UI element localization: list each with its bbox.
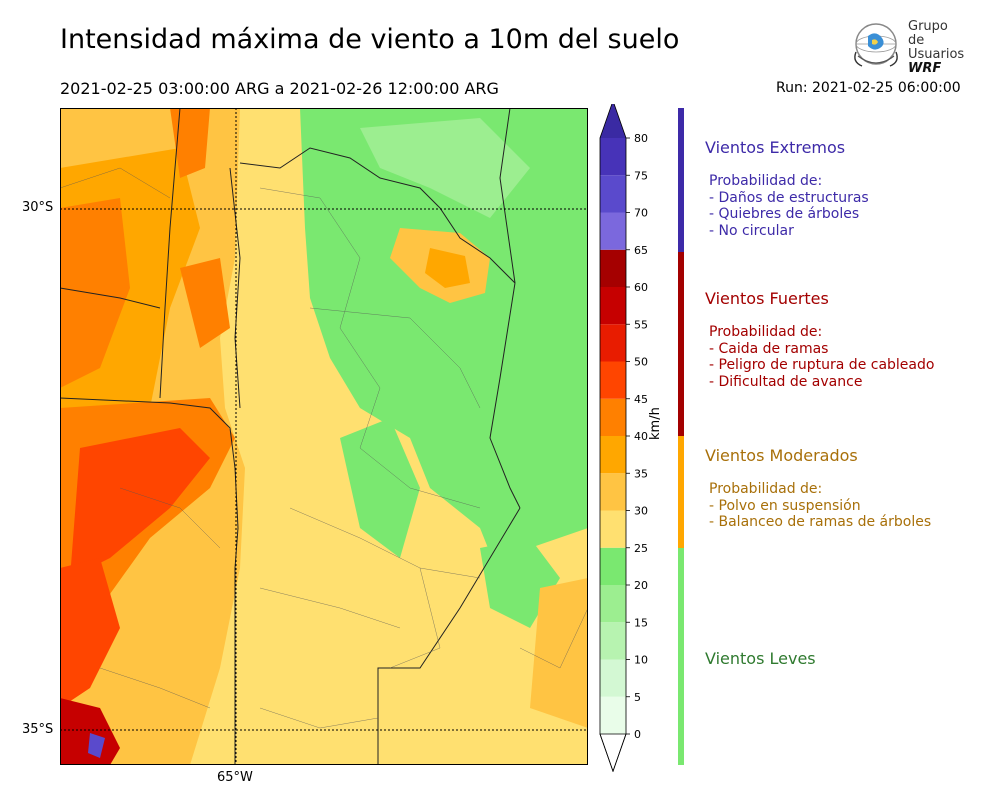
colorbar-segment	[600, 585, 626, 623]
colorbar-tick-label: 75	[634, 169, 648, 182]
colorbar-tick-label: 5	[634, 691, 641, 704]
colorbar-tick-label: 25	[634, 542, 648, 555]
department-boundaries	[60, 167, 588, 729]
colorbar-segment	[600, 175, 626, 213]
desc-line: - No circular	[709, 222, 794, 239]
logo-line-2: Usuarios	[908, 47, 965, 62]
category-description: Probabilidad de: - Caida de ramas - Peli…	[705, 324, 934, 390]
wind-field-south-darkred	[60, 698, 120, 765]
wind-field-extreme-patch	[88, 733, 105, 758]
logo-text: Grupo de Usuarios WRF	[908, 20, 968, 76]
colorbar-segment	[600, 547, 626, 585]
logo-line-3: WRF	[908, 61, 942, 76]
graticule	[60, 108, 588, 765]
category-bar-moderados	[678, 436, 684, 548]
grupo-usuarios-wrf-logo: Grupo de Usuarios WRF	[848, 18, 968, 76]
colorbar-tick-label: 55	[634, 318, 648, 331]
wind-field-low-patch	[340, 418, 420, 558]
category-title: Vientos Fuertes	[705, 289, 829, 308]
category-bar-fuertes	[678, 252, 684, 436]
colorbar-unit-label: km/h	[648, 407, 663, 440]
lat-label-30s: 30°S	[22, 200, 54, 215]
category-fuertes: Vientos Fuertes Probabilidad de: - Caida…	[705, 289, 934, 390]
desc-line: - Peligro de ruptura de cableado	[709, 357, 935, 373]
colorbar: 0 5 10 15 20 25 30 35 40 45 50 55 60 65 70 75 80	[599, 104, 648, 772]
desc-line: - Balanceo de ramas de árboles	[709, 514, 932, 530]
desc-line: Probabilidad de:	[709, 173, 823, 189]
wind-field-center-strong	[180, 258, 230, 348]
colorbar-tick-label: 60	[634, 281, 648, 294]
category-leves: Vientos Leves	[705, 649, 816, 668]
desc-line: Probabilidad de:	[709, 324, 823, 340]
category-description: Probabilidad de: - Daños de estructuras …	[705, 173, 869, 239]
colorbar-tick-label: 80	[634, 132, 648, 145]
colorbar-tick-label: 40	[634, 430, 648, 443]
desc-line: - Quiebres de árboles	[709, 206, 860, 222]
wind-field-low-zone	[300, 108, 588, 578]
desc-line: - Daños de estructuras	[709, 189, 869, 206]
run-timestamp: Run: 2021-02-25 06:00:00	[776, 80, 961, 96]
colorbar-tick-label: 35	[634, 467, 648, 480]
category-moderados: Vientos Moderados Probabilidad de: - Pol…	[705, 446, 931, 531]
colorbar-segment	[600, 398, 626, 436]
colorbar-tick-label: 0	[634, 728, 641, 741]
colorbar-segment	[600, 361, 626, 399]
desc-line: - Caida de ramas	[709, 340, 829, 357]
colorbar-tick-label: 45	[634, 393, 648, 406]
wind-field-lighter-zone	[360, 118, 530, 218]
lon-label-65w: 65°W	[217, 770, 253, 785]
colorbar-segment	[600, 249, 626, 287]
colorbar-tick-label: 10	[634, 654, 648, 667]
wind-field-orange-blob	[425, 248, 470, 288]
category-bar-extremos	[678, 108, 684, 252]
wind-speed-map	[60, 108, 588, 765]
colorbar-min-extend	[599, 733, 627, 772]
colorbar-segment	[600, 324, 626, 362]
category-title: Vientos Leves	[705, 649, 816, 668]
colorbar-tick-label: 70	[634, 207, 648, 220]
desc-line: - Polvo en suspensión	[709, 497, 861, 514]
lat-label-35s: 35°S	[22, 722, 54, 737]
category-title: Vientos Extremos	[705, 138, 846, 157]
wind-field-southwest-red	[70, 428, 210, 578]
colorbar-segment	[600, 473, 626, 511]
wind-field-south-red	[60, 558, 120, 708]
category-extremos: Vientos Extremos Probabilidad de: - Daño…	[705, 138, 869, 239]
globe-icon	[854, 23, 898, 67]
colorbar-tick-label: 65	[634, 244, 648, 257]
colorbar-segment	[600, 659, 626, 697]
colorbar-tick-label: 20	[634, 579, 648, 592]
colorbar-tick-label: 15	[634, 616, 648, 629]
colorbar-segment	[600, 696, 626, 734]
desc-line: - Dificultad de avance	[709, 373, 863, 390]
colorbar-tick-label: 30	[634, 505, 648, 518]
category-description: Probabilidad de: - Polvo en suspensión -…	[705, 481, 931, 531]
colorbar-segment	[600, 138, 626, 176]
province-boundaries	[60, 108, 521, 765]
colorbar-segment	[600, 622, 626, 660]
colorbar-segment	[600, 104, 626, 138]
logo-line-1: Grupo de	[908, 19, 948, 48]
map-frame	[60, 108, 588, 765]
wind-field-north-strong	[170, 108, 210, 178]
colorbar-segment	[600, 212, 626, 250]
category-bar-leves	[678, 548, 684, 765]
wind-field-west-strong	[60, 198, 130, 388]
colorbar-segment	[600, 436, 626, 474]
colorbar-tick-label: 50	[634, 356, 648, 369]
map-title: Intensidad máxima de viento a 10m del su…	[60, 24, 680, 55]
desc-line: Probabilidad de:	[709, 481, 823, 497]
forecast-period: 2021-02-25 03:00:00 ARG a 2021-02-26 12:…	[60, 79, 499, 98]
colorbar-segment	[600, 510, 626, 548]
colorbar-segment	[600, 287, 626, 325]
wind-field-southeast-moderate	[530, 578, 588, 728]
category-title: Vientos Moderados	[705, 446, 858, 465]
